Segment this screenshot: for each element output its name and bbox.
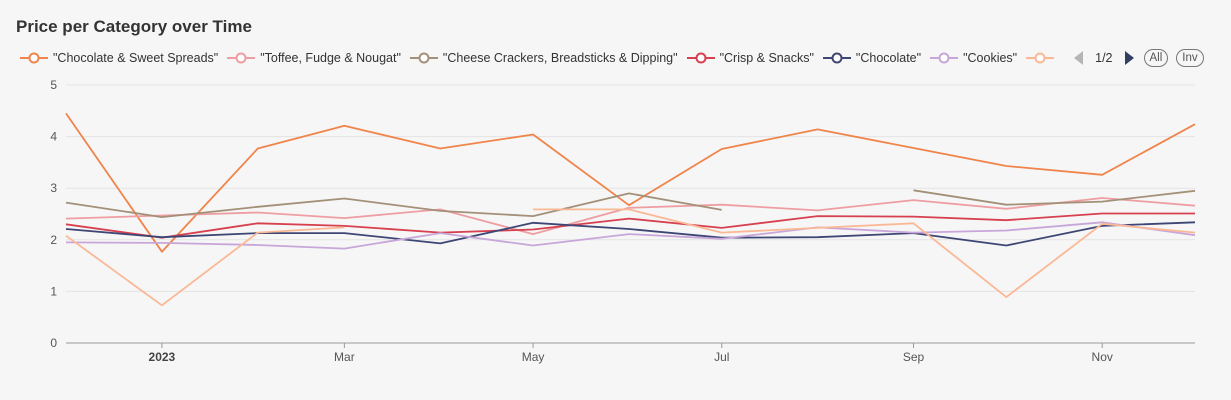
legend-item[interactable]: "Cheese Crackers, Breadsticks & Dipping" bbox=[409, 51, 678, 65]
y-tick-label: 2 bbox=[50, 233, 57, 247]
legend-marker bbox=[1026, 52, 1055, 64]
x-tick-label: Mar bbox=[334, 350, 355, 364]
y-tick-label: 1 bbox=[50, 284, 57, 298]
x-tick-label: Jul bbox=[714, 350, 729, 364]
y-tick-label: 0 bbox=[50, 336, 57, 350]
legend-page-indicator: 1/2 bbox=[1095, 51, 1113, 65]
legend-item[interactable]: "Chocolate" bbox=[822, 51, 922, 65]
series-line bbox=[65, 112, 1196, 253]
y-tick-label: 5 bbox=[50, 78, 57, 92]
legend-item[interactable]: "Toffee, Fudge & Nougat" bbox=[227, 51, 401, 65]
grid-lines bbox=[66, 84, 1195, 292]
legend-marker bbox=[930, 52, 959, 64]
pager-prev-icon[interactable] bbox=[1074, 51, 1084, 65]
y-tick-label: 3 bbox=[50, 181, 57, 195]
y-axis: 0 1 2 3 4 5 bbox=[50, 78, 57, 350]
x-axis: 2023 Mar May Jul Sep Nov bbox=[66, 342, 1195, 364]
x-tick-label: 2023 bbox=[149, 350, 176, 364]
chart-title: Price per Category over Time bbox=[16, 17, 252, 36]
pager-next-icon[interactable] bbox=[1124, 51, 1134, 65]
legend-select-all-button[interactable]: All bbox=[1143, 49, 1169, 67]
x-tick-label: Nov bbox=[1092, 350, 1113, 364]
legend-marker bbox=[227, 52, 256, 64]
series-line bbox=[65, 197, 1196, 235]
legend-label: "Cheese Crackers, Breadsticks & Dipping" bbox=[442, 51, 678, 65]
legend-item[interactable]: "Cookies" bbox=[930, 51, 1017, 65]
x-tick-label: May bbox=[522, 350, 545, 364]
legend-marker bbox=[409, 52, 438, 64]
legend-inverse-button[interactable]: Inv bbox=[1176, 49, 1204, 67]
legend-label: "Crisp & Snacks" bbox=[719, 51, 814, 65]
series-line bbox=[65, 212, 1195, 239]
series-line bbox=[65, 221, 1196, 250]
x-tick-label: Sep bbox=[903, 350, 925, 364]
series-line bbox=[65, 208, 1196, 307]
legend-item[interactable] bbox=[1026, 51, 1059, 65]
series-lines bbox=[65, 112, 1196, 307]
legend-marker bbox=[20, 52, 48, 64]
y-tick-label: 4 bbox=[50, 130, 57, 144]
series-line bbox=[65, 189, 1196, 218]
legend-item[interactable]: "Crisp & Snacks" bbox=[686, 51, 814, 65]
legend: "Chocolate & Sweet Spreads" "Toffee, Fud… bbox=[20, 49, 1204, 67]
legend-label: "Cookies" bbox=[963, 51, 1018, 65]
legend-marker bbox=[822, 52, 851, 64]
legend-item[interactable]: "Chocolate & Sweet Spreads" bbox=[20, 51, 218, 65]
legend-marker bbox=[686, 52, 715, 64]
legend-label: "Chocolate" bbox=[855, 51, 922, 65]
legend-label: "Toffee, Fudge & Nougat" bbox=[260, 51, 401, 65]
legend-label: "Chocolate & Sweet Spreads" bbox=[53, 51, 219, 65]
legend-pager: 1/2 bbox=[1074, 51, 1134, 65]
